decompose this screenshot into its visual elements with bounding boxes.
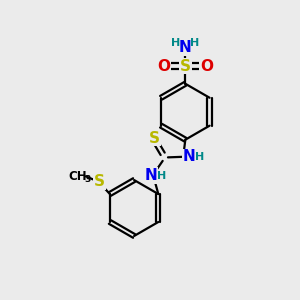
- Text: H: H: [171, 38, 181, 48]
- Text: 3: 3: [85, 175, 91, 184]
- Text: N: N: [145, 168, 157, 183]
- Text: H: H: [195, 152, 205, 162]
- Text: S: S: [180, 58, 191, 74]
- Text: S: S: [94, 174, 105, 189]
- Text: H: H: [190, 38, 200, 48]
- Text: H: H: [157, 171, 166, 181]
- Text: S: S: [149, 131, 160, 146]
- Text: O: O: [158, 58, 171, 74]
- Text: N: N: [179, 40, 192, 55]
- Text: O: O: [200, 58, 213, 74]
- Text: CH: CH: [68, 170, 87, 183]
- Text: N: N: [183, 149, 196, 164]
